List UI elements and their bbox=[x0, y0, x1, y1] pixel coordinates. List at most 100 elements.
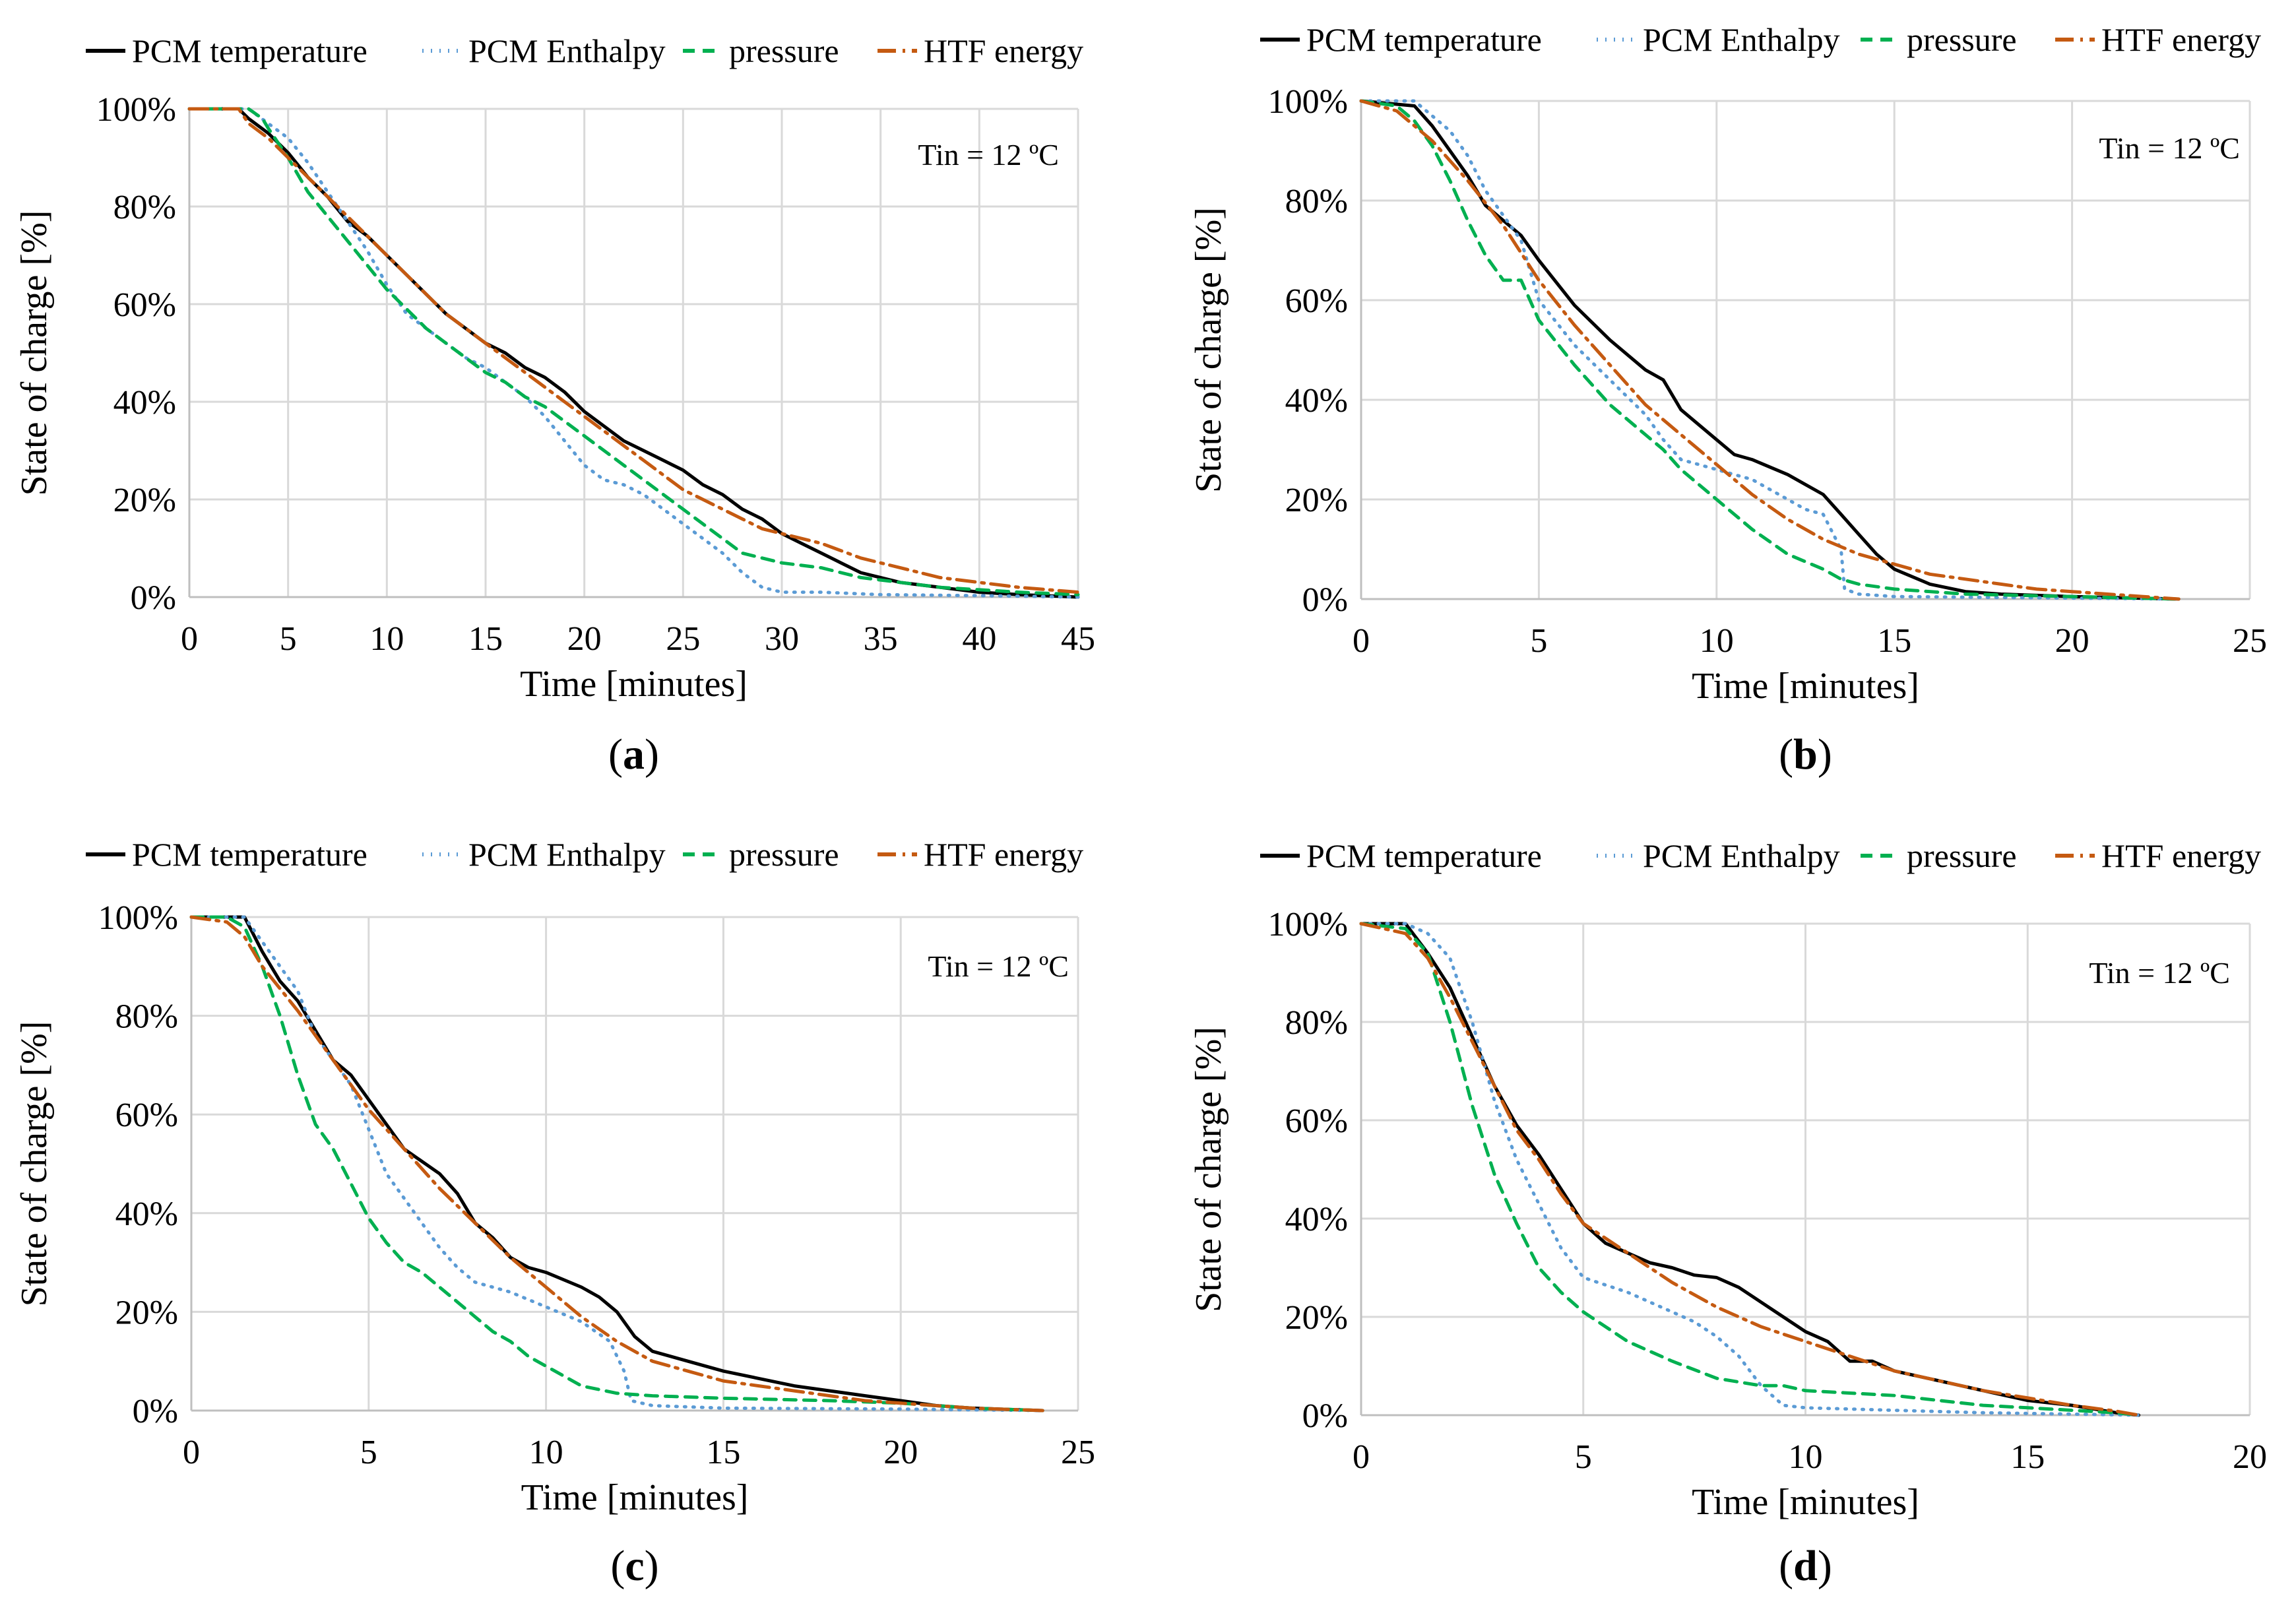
y-tick-label: 40% bbox=[1285, 1201, 1348, 1238]
y-tick-label: 80% bbox=[115, 998, 178, 1036]
x-tick-label: 45 bbox=[1061, 620, 1095, 658]
annotation-tin: Tin = 12 ºC bbox=[2089, 956, 2230, 990]
x-axis-title: Time [minutes] bbox=[520, 664, 748, 705]
annotation-tin: Tin = 12 ºC bbox=[928, 949, 1069, 983]
panel-label: (c) bbox=[610, 1542, 658, 1590]
x-tick-label: 15 bbox=[2010, 1438, 2045, 1476]
chart-panel-a: PCM temperature PCM Enthalpy pressure HTF e… bbox=[14, 32, 1095, 779]
annotation-tin: Tin = 12 ºC bbox=[918, 138, 1059, 172]
series-line-pcm-temperature bbox=[1359, 922, 2141, 1417]
x-tick-label: 25 bbox=[666, 620, 700, 658]
series-line-pressure bbox=[1359, 922, 2141, 1417]
chart-panel-d: PCM temperature PCM Enthalpy pressure HTF e… bbox=[1188, 837, 2267, 1590]
x-tick-label: 40 bbox=[962, 620, 996, 658]
x-tick-label: 5 bbox=[360, 1434, 377, 1471]
y-tick-label: 40% bbox=[115, 1195, 178, 1233]
y-tick-label: 0% bbox=[131, 579, 176, 617]
series-line-htf-energy bbox=[1359, 99, 2181, 601]
legend-label-pcm-temperature: PCM temperature bbox=[132, 836, 367, 873]
x-tick-label: 15 bbox=[1877, 622, 1911, 660]
x-tick-label: 10 bbox=[1700, 622, 1734, 660]
x-tick-label: 25 bbox=[2233, 622, 2267, 660]
series-line-pcm-enthalpy bbox=[1359, 922, 2141, 1417]
series-line-pcm-enthalpy bbox=[187, 107, 1080, 599]
y-tick-label: 20% bbox=[115, 1294, 178, 1331]
panel-label: (b) bbox=[1779, 730, 1832, 779]
legend-label-htf-energy: HTF energy bbox=[924, 836, 1083, 873]
panel-label: (d) bbox=[1779, 1542, 1832, 1590]
series-line-pcm-temperature bbox=[1359, 99, 2181, 601]
chart-panel-c: PCM temperature PCM Enthalpy pressure HTF e… bbox=[14, 836, 1095, 1590]
y-axis-title: State of charge [%] bbox=[1188, 1027, 1229, 1312]
y-tick-label: 60% bbox=[113, 286, 176, 324]
legend-label-pcm-temperature: PCM temperature bbox=[132, 32, 367, 69]
y-tick-label: 100% bbox=[1268, 906, 1348, 943]
legend-label-htf-energy: HTF energy bbox=[2101, 837, 2261, 874]
legend-label-pcm-enthalpy: PCM Enthalpy bbox=[468, 836, 666, 873]
series-line-htf-energy bbox=[187, 107, 1080, 594]
x-tick-label: 15 bbox=[706, 1434, 740, 1471]
x-tick-label: 0 bbox=[1353, 622, 1370, 660]
y-axis-title: State of charge [%] bbox=[14, 210, 55, 496]
legend-label-pcm-temperature: PCM temperature bbox=[1306, 837, 1542, 874]
annotation-tin: Tin = 12 ºC bbox=[2099, 131, 2240, 165]
x-tick-label: 0 bbox=[183, 1434, 200, 1471]
series-line-pcm-temperature bbox=[189, 915, 1044, 1413]
y-axis-title: State of charge [%] bbox=[14, 1021, 55, 1307]
legend-label-pressure: pressure bbox=[1907, 21, 2017, 58]
series-line-pcm-temperature bbox=[187, 107, 1080, 599]
y-tick-label: 100% bbox=[96, 91, 176, 129]
series-line-htf-energy bbox=[1359, 922, 2141, 1417]
legend-label-htf-energy: HTF energy bbox=[2101, 21, 2261, 58]
y-tick-label: 60% bbox=[1285, 282, 1348, 320]
legend-label-pressure: pressure bbox=[729, 32, 839, 69]
x-tick-label: 10 bbox=[369, 620, 404, 658]
x-tick-label: 20 bbox=[2055, 622, 2089, 660]
y-tick-label: 20% bbox=[1285, 482, 1348, 519]
panel-label: (a) bbox=[608, 730, 659, 779]
x-tick-label: 5 bbox=[280, 620, 297, 658]
y-tick-label: 60% bbox=[115, 1097, 178, 1134]
legend-label-pcm-enthalpy: PCM Enthalpy bbox=[1643, 837, 1840, 874]
series-line-htf-energy bbox=[189, 915, 1044, 1413]
x-tick-label: 30 bbox=[765, 620, 799, 658]
series-line-pcm-enthalpy bbox=[189, 915, 1044, 1413]
y-tick-label: 100% bbox=[98, 899, 178, 937]
series-line-pressure bbox=[189, 915, 1044, 1413]
y-tick-label: 0% bbox=[1302, 1397, 1348, 1435]
x-tick-label: 10 bbox=[529, 1434, 563, 1471]
legend-label-pcm-enthalpy: PCM Enthalpy bbox=[468, 32, 666, 69]
legend-label-pressure: pressure bbox=[729, 836, 839, 873]
legend-label-pcm-enthalpy: PCM Enthalpy bbox=[1643, 21, 1840, 58]
x-tick-label: 0 bbox=[1353, 1438, 1370, 1476]
x-axis-title: Time [minutes] bbox=[1692, 1482, 1919, 1523]
x-axis-title: Time [minutes] bbox=[521, 1477, 749, 1518]
x-tick-label: 5 bbox=[1575, 1438, 1592, 1476]
y-tick-label: 40% bbox=[1285, 382, 1348, 420]
y-tick-label: 0% bbox=[133, 1393, 178, 1430]
y-tick-label: 100% bbox=[1268, 83, 1348, 121]
y-tick-label: 20% bbox=[1285, 1299, 1348, 1337]
y-tick-label: 80% bbox=[1285, 1004, 1348, 1042]
x-axis-title: Time [minutes] bbox=[1692, 666, 1919, 707]
x-tick-label: 15 bbox=[468, 620, 503, 658]
x-tick-label: 20 bbox=[883, 1434, 918, 1471]
y-tick-label: 0% bbox=[1302, 581, 1348, 619]
series-line-pressure bbox=[187, 107, 1080, 596]
y-axis-title: State of charge [%] bbox=[1188, 207, 1229, 493]
y-tick-label: 80% bbox=[1285, 183, 1348, 220]
legend-label-pressure: pressure bbox=[1907, 837, 2017, 874]
y-tick-label: 40% bbox=[113, 384, 176, 422]
series-line-pcm-enthalpy bbox=[1359, 99, 2181, 601]
y-tick-label: 20% bbox=[113, 482, 176, 519]
x-tick-label: 10 bbox=[1789, 1438, 1823, 1476]
series-line-pressure bbox=[1359, 99, 2181, 601]
x-tick-label: 35 bbox=[864, 620, 898, 658]
chart-panel-b: PCM temperature PCM Enthalpy pressure HTF e… bbox=[1188, 21, 2267, 779]
x-tick-label: 0 bbox=[181, 620, 198, 658]
x-tick-label: 5 bbox=[1530, 622, 1547, 660]
y-tick-label: 60% bbox=[1285, 1102, 1348, 1140]
x-tick-label: 20 bbox=[2233, 1438, 2267, 1476]
legend-label-htf-energy: HTF energy bbox=[924, 32, 1083, 69]
y-tick-label: 80% bbox=[113, 189, 176, 226]
